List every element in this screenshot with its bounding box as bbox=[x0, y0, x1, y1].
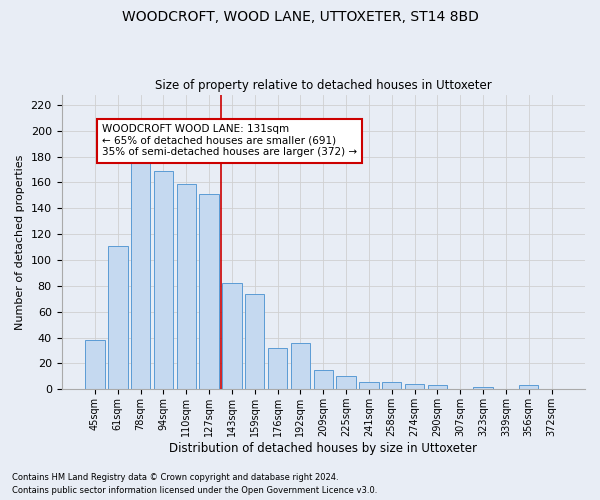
Bar bbox=[359, 382, 379, 390]
Text: WOODCROFT, WOOD LANE, UTTOXETER, ST14 8BD: WOODCROFT, WOOD LANE, UTTOXETER, ST14 8B… bbox=[122, 10, 478, 24]
Bar bbox=[473, 386, 493, 390]
Bar bbox=[337, 376, 356, 390]
Bar bbox=[131, 156, 151, 390]
Bar bbox=[405, 384, 424, 390]
Text: Contains HM Land Registry data © Crown copyright and database right 2024.
Contai: Contains HM Land Registry data © Crown c… bbox=[12, 474, 377, 495]
X-axis label: Distribution of detached houses by size in Uttoxeter: Distribution of detached houses by size … bbox=[169, 442, 477, 455]
Bar bbox=[382, 382, 401, 390]
Bar bbox=[154, 171, 173, 390]
Bar bbox=[108, 246, 128, 390]
Bar bbox=[314, 370, 333, 390]
Text: WOODCROFT WOOD LANE: 131sqm
← 65% of detached houses are smaller (691)
35% of se: WOODCROFT WOOD LANE: 131sqm ← 65% of det… bbox=[102, 124, 357, 158]
Bar bbox=[291, 343, 310, 390]
Bar bbox=[222, 284, 242, 390]
Bar bbox=[245, 294, 265, 390]
Bar bbox=[199, 194, 219, 390]
Bar bbox=[519, 386, 538, 390]
Bar bbox=[85, 340, 105, 390]
Y-axis label: Number of detached properties: Number of detached properties bbox=[15, 154, 25, 330]
Bar bbox=[268, 348, 287, 390]
Title: Size of property relative to detached houses in Uttoxeter: Size of property relative to detached ho… bbox=[155, 79, 491, 92]
Bar bbox=[428, 386, 447, 390]
Bar bbox=[176, 184, 196, 390]
